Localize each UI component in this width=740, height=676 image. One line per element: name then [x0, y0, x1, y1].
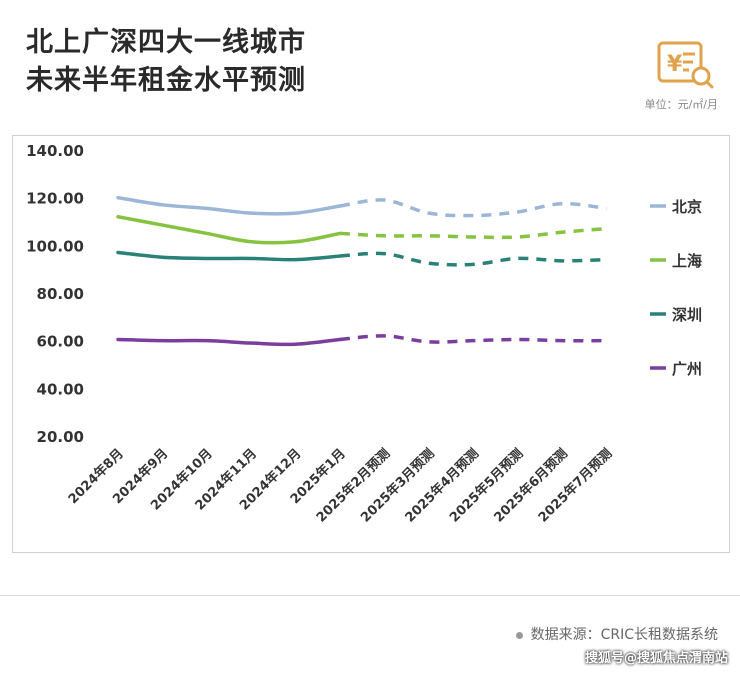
y-tick-label: 40.00: [37, 380, 84, 398]
chart-frame: [12, 135, 730, 553]
title-line-1: 北上广深四大一线城市: [26, 27, 306, 58]
bullet-icon: [515, 631, 523, 639]
y-tick-label: 60.00: [37, 333, 84, 351]
chart-title: 北上广深四大一线城市 未来半年租金水平预测: [26, 24, 306, 100]
legend-label: 上海: [672, 252, 702, 270]
series-line-forecast: [339, 251, 607, 267]
y-tick-label: 80.00: [37, 285, 84, 303]
y-tick-label: 120.00: [26, 190, 84, 208]
y-tick-label: 20.00: [37, 428, 84, 446]
unit-label: 单位：元/㎡/月: [644, 98, 718, 111]
yuan-document-search-icon: ¥: [657, 41, 714, 89]
series-line-forecast: [339, 198, 607, 218]
series-line-actual: [116, 250, 342, 262]
legend-label: 深圳: [672, 306, 702, 324]
data-source-text: 数据来源：CRIC长租数据系统: [530, 627, 718, 643]
legend-label: 广州: [672, 360, 702, 378]
x-tick-label: 2025年2月预测: [313, 446, 393, 526]
x-tick-label: 2025年4月预测: [402, 446, 482, 526]
x-tick-label: 2025年6月预测: [491, 446, 571, 526]
y-tick-label: 140.00: [26, 142, 84, 160]
svg-text:¥: ¥: [667, 52, 683, 77]
series-line-actual: [116, 214, 342, 245]
watermark: 搜狐号@搜狐焦点渭南站: [584, 651, 728, 666]
series-line-forecast: [339, 226, 607, 240]
x-tick-label: 2025年3月预测: [358, 446, 438, 526]
series-line-actual: [116, 195, 342, 216]
x-tick-label: 2025年5月预测: [446, 446, 526, 526]
title-line-2: 未来半年租金水平预测: [26, 65, 306, 96]
data-source: 数据来源：CRIC长租数据系统: [515, 624, 718, 644]
x-tick-label: 2025年7月预测: [535, 446, 615, 526]
divider: [0, 595, 740, 596]
y-tick-label: 100.00: [26, 237, 84, 255]
series-line-actual: [116, 337, 342, 347]
series-line-forecast: [339, 334, 607, 344]
legend-label: 北京: [672, 198, 702, 216]
